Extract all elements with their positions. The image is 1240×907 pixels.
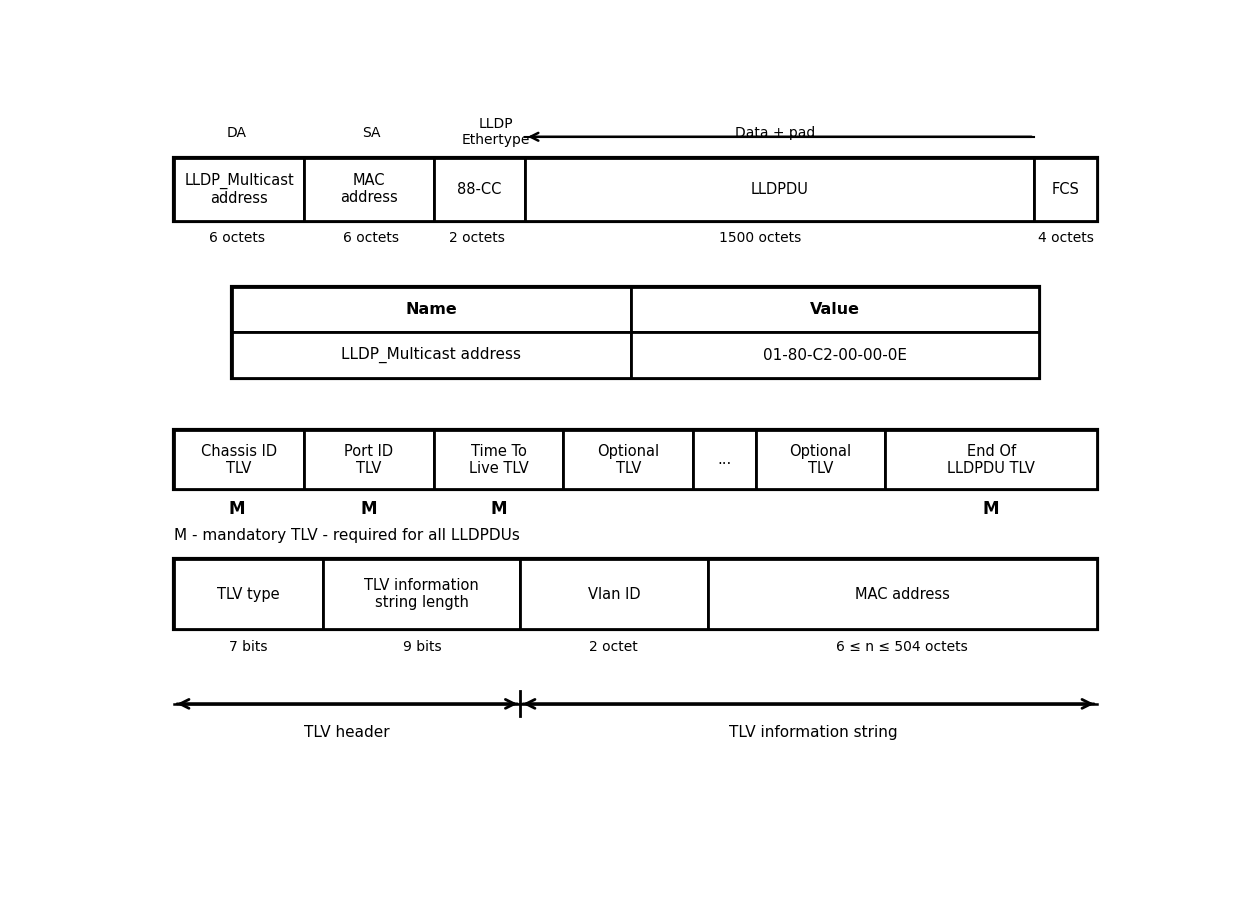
Text: LLDP_Multicast address: LLDP_Multicast address [341,346,521,363]
Bar [304,158,434,220]
Text: FCS: FCS [1052,181,1080,197]
Text: 2 octets: 2 octets [449,231,505,245]
Text: 6 octets: 6 octets [343,231,399,245]
Text: Port ID
TLV: Port ID TLV [345,444,393,476]
Bar [324,560,521,629]
Bar [304,430,434,490]
Bar [174,158,304,220]
Bar [525,158,1034,220]
Text: Optional
TLV: Optional TLV [790,444,852,476]
Bar [885,430,1096,490]
Text: 4 octets: 4 octets [1038,231,1094,245]
Bar [521,560,708,629]
Text: Optional
TLV: Optional TLV [598,444,660,476]
Text: DA: DA [227,126,247,141]
Text: TLV type: TLV type [217,587,280,601]
Text: TLV information string: TLV information string [729,725,898,740]
Text: M: M [360,500,377,518]
Text: 01-80-C2-00-00-0E: 01-80-C2-00-00-0E [763,347,906,363]
Text: End Of
LLDPDU TLV: End Of LLDPDU TLV [947,444,1035,476]
Text: LLDP
Ethertype: LLDP Ethertype [463,117,531,147]
Text: M: M [228,500,246,518]
Text: MAC
address: MAC address [340,173,398,205]
Bar [708,560,1096,629]
Bar [693,430,755,490]
Text: ...: ... [717,453,732,467]
Text: M - mandatory TLV - required for all LLDPDUs: M - mandatory TLV - required for all LLD… [174,528,520,543]
Bar [174,560,1096,629]
Bar [174,560,324,629]
Text: 6 octets: 6 octets [208,231,264,245]
Text: Time To
Live TLV: Time To Live TLV [469,444,528,476]
Text: 7 bits: 7 bits [229,639,268,654]
Bar [434,158,525,220]
Text: 2 octet: 2 octet [589,639,637,654]
Bar [232,332,631,377]
Bar [563,430,693,490]
Bar [631,287,1039,332]
Text: LLDPDU: LLDPDU [750,181,808,197]
Text: SA: SA [362,126,381,141]
Text: TLV header: TLV header [304,725,391,740]
Bar [174,430,304,490]
Bar [174,158,1096,220]
Text: MAC address: MAC address [854,587,950,601]
Bar [174,430,1096,490]
Text: LLDP_Multicast
address: LLDP_Multicast address [185,172,294,206]
Bar [631,332,1039,377]
Text: Name: Name [405,302,458,317]
Bar [755,430,885,490]
Bar [232,287,1039,377]
Text: TLV information
string length: TLV information string length [365,578,479,610]
Text: M: M [491,500,507,518]
Text: M: M [983,500,999,518]
Text: Chassis ID
TLV: Chassis ID TLV [201,444,278,476]
Text: Data + pad: Data + pad [735,126,815,141]
Text: 88-CC: 88-CC [458,181,501,197]
Text: Vlan ID: Vlan ID [588,587,640,601]
Text: 6 ≤ n ≤ 504 octets: 6 ≤ n ≤ 504 octets [836,639,967,654]
Bar [1034,158,1096,220]
Text: Value: Value [810,302,859,317]
Bar [434,430,563,490]
Bar [232,287,631,332]
Text: 9 bits: 9 bits [403,639,441,654]
Text: 1500 octets: 1500 octets [719,231,801,245]
